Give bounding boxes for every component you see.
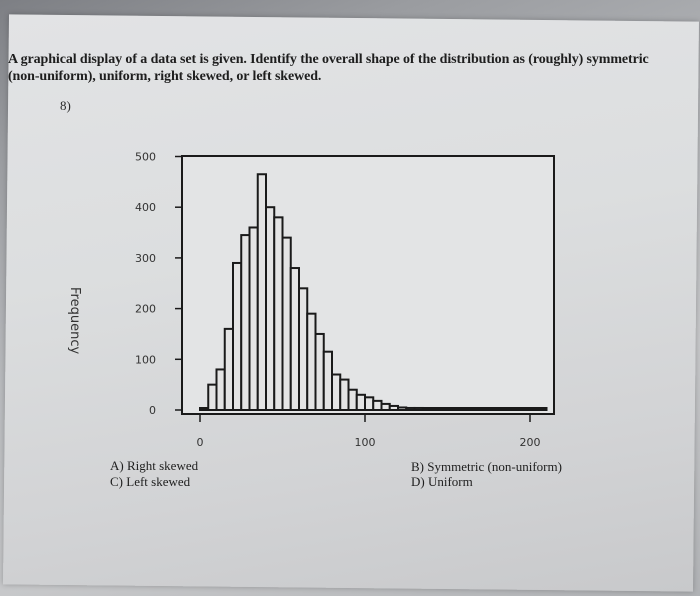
histogram-bar	[273, 216, 284, 411]
histogram-bar	[479, 407, 490, 411]
histogram-bar	[496, 407, 507, 411]
histogram-bar	[380, 402, 391, 411]
histogram-bar	[529, 407, 540, 411]
histogram-bar	[256, 173, 267, 411]
histogram-bar	[372, 399, 383, 411]
choice-b[interactable]: B) Symmetric (non-uniform)	[411, 459, 562, 474]
histogram-bar	[463, 407, 474, 411]
choice-a[interactable]: A) Right skewed	[110, 458, 199, 473]
choice-d[interactable]: D) Uniform	[411, 474, 473, 489]
histogram-bar	[405, 406, 416, 411]
histogram-bar	[314, 332, 325, 412]
y-tick-label: 400	[135, 201, 156, 214]
choice-c[interactable]: C) Left skewed	[110, 474, 191, 489]
histogram-bar	[446, 407, 457, 411]
histogram-bar	[520, 407, 531, 411]
histogram-bar	[199, 407, 210, 411]
histogram-bar	[215, 368, 226, 412]
histogram-bar	[232, 261, 243, 411]
histogram-bar	[223, 327, 234, 412]
histogram-bar	[207, 383, 218, 411]
question-line-1: A graphical display of a data set is giv…	[8, 52, 649, 67]
histogram-bar	[364, 396, 375, 412]
histogram-bar	[430, 407, 441, 411]
histogram-bar	[248, 226, 259, 411]
histogram-bar	[347, 388, 358, 412]
histogram-bar	[454, 407, 465, 411]
histogram-bar	[487, 407, 498, 411]
x-tick-label: 0	[197, 436, 204, 449]
y-tick-label: 0	[149, 404, 156, 417]
histogram-bar	[397, 406, 408, 411]
histogram-bar	[421, 407, 432, 411]
histogram-bar	[298, 287, 309, 412]
histogram-bar	[289, 267, 300, 412]
histogram-bar	[265, 206, 276, 411]
histogram-bar	[471, 407, 482, 411]
histogram-bar	[413, 406, 424, 411]
question-number: 8)	[60, 98, 71, 113]
question-text: A graphical display of a data set is giv…	[8, 51, 668, 85]
histogram-bar	[504, 407, 515, 411]
y-tick-label: 300	[135, 252, 156, 265]
histogram-bar	[537, 407, 548, 411]
x-tick-label: 100	[355, 436, 376, 449]
histogram-bar	[331, 373, 342, 412]
histogram-bar	[388, 404, 399, 412]
histogram-bar	[512, 407, 523, 411]
histogram-bar	[281, 236, 292, 411]
histogram-bar	[240, 234, 251, 411]
x-tick-label: 200	[520, 436, 541, 449]
y-tick-label: 100	[135, 353, 156, 366]
histogram-bar	[306, 312, 317, 412]
histogram-bar	[355, 393, 366, 412]
y-tick-label: 200	[135, 303, 156, 316]
histogram-bar	[322, 350, 333, 412]
question-line-2: (non-uniform), uniform, right skewed, or…	[8, 69, 322, 84]
y-tick-label: 500	[135, 151, 156, 164]
histogram-bar	[339, 378, 350, 411]
histogram-bar	[438, 407, 449, 411]
